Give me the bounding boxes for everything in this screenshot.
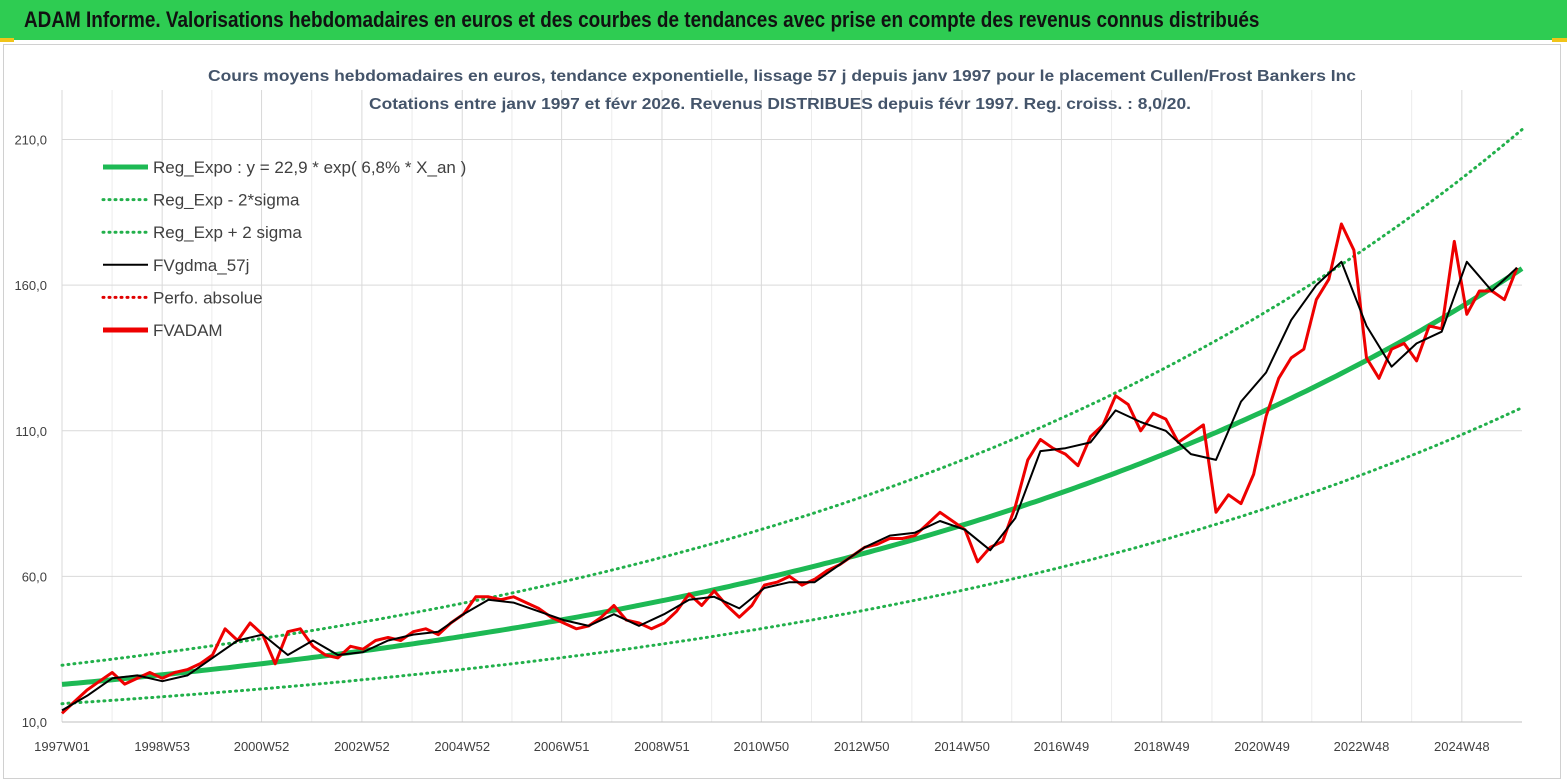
chart-frame xyxy=(3,44,1561,779)
legend-label: Perfo. absolue xyxy=(153,288,263,307)
y-tick-label: 10,0 xyxy=(22,715,47,730)
y-tick-label: 110,0 xyxy=(15,424,47,439)
banner-title: ADAM Informe. Valorisations hebdomadaire… xyxy=(24,7,1260,32)
x-tick-label: 2008W51 xyxy=(634,739,690,754)
legend: Reg_Expo : y = 22,9 * exp( 6,8% * X_an )… xyxy=(101,158,466,340)
x-tick-label: 2006W51 xyxy=(534,739,590,754)
title-banner: ADAM Informe. Valorisations hebdomadaire… xyxy=(0,0,1567,40)
legend-label: Reg_Exp + 2 sigma xyxy=(153,223,302,242)
x-tick-label: 2022W48 xyxy=(1334,739,1390,754)
series-line-3 xyxy=(61,260,1518,712)
x-tick-label: 2014W50 xyxy=(934,739,990,754)
legend-label: Reg_Expo : y = 22,9 * exp( 6,8% * X_an ) xyxy=(153,158,466,177)
series xyxy=(60,128,1524,715)
grid xyxy=(61,90,1522,723)
legend-label: FVgdma_57j xyxy=(153,256,249,275)
x-tick-label: 2020W49 xyxy=(1234,739,1290,754)
banner-accent-right xyxy=(1552,38,1567,42)
x-tick-label: 1997W01 xyxy=(34,739,90,754)
x-tick-label: 2012W50 xyxy=(834,739,890,754)
x-tick-label: 2000W52 xyxy=(234,739,290,754)
legend-label: Reg_Exp - 2*sigma xyxy=(153,191,300,210)
y-tick-label: 210,0 xyxy=(14,133,47,148)
series-line-2 xyxy=(60,128,1524,667)
series-line-1 xyxy=(60,406,1524,706)
legend-label: FVADAM xyxy=(153,321,223,340)
chart-subtitle: Cotations entre janv 1997 et févr 2026. … xyxy=(369,96,1191,113)
y-axis-ticks: 10,0 60,0 110,0 160,0 210,0 xyxy=(14,133,47,730)
chart-title: Cours moyens hebdomadaires en euros, ten… xyxy=(208,68,1356,85)
x-tick-label: 2010W50 xyxy=(734,739,790,754)
x-tick-label: 2016W49 xyxy=(1034,739,1090,754)
y-tick-label: 60,0 xyxy=(22,569,47,584)
series-line-5 xyxy=(60,222,1519,715)
x-tick-label: 1998W53 xyxy=(134,739,190,754)
series-line-0 xyxy=(61,266,1524,687)
x-axis-ticks: 1997W01 1998W53 2000W52 2002W52 2004W52 2006W… xyxy=(34,739,1489,754)
y-tick-label: 160,0 xyxy=(14,278,47,293)
x-tick-label: 2002W52 xyxy=(334,739,390,754)
banner-accent-left xyxy=(0,38,14,42)
x-tick-label: 2024W48 xyxy=(1434,739,1490,754)
x-tick-label: 2004W52 xyxy=(434,739,490,754)
x-tick-label: 2018W49 xyxy=(1134,739,1190,754)
